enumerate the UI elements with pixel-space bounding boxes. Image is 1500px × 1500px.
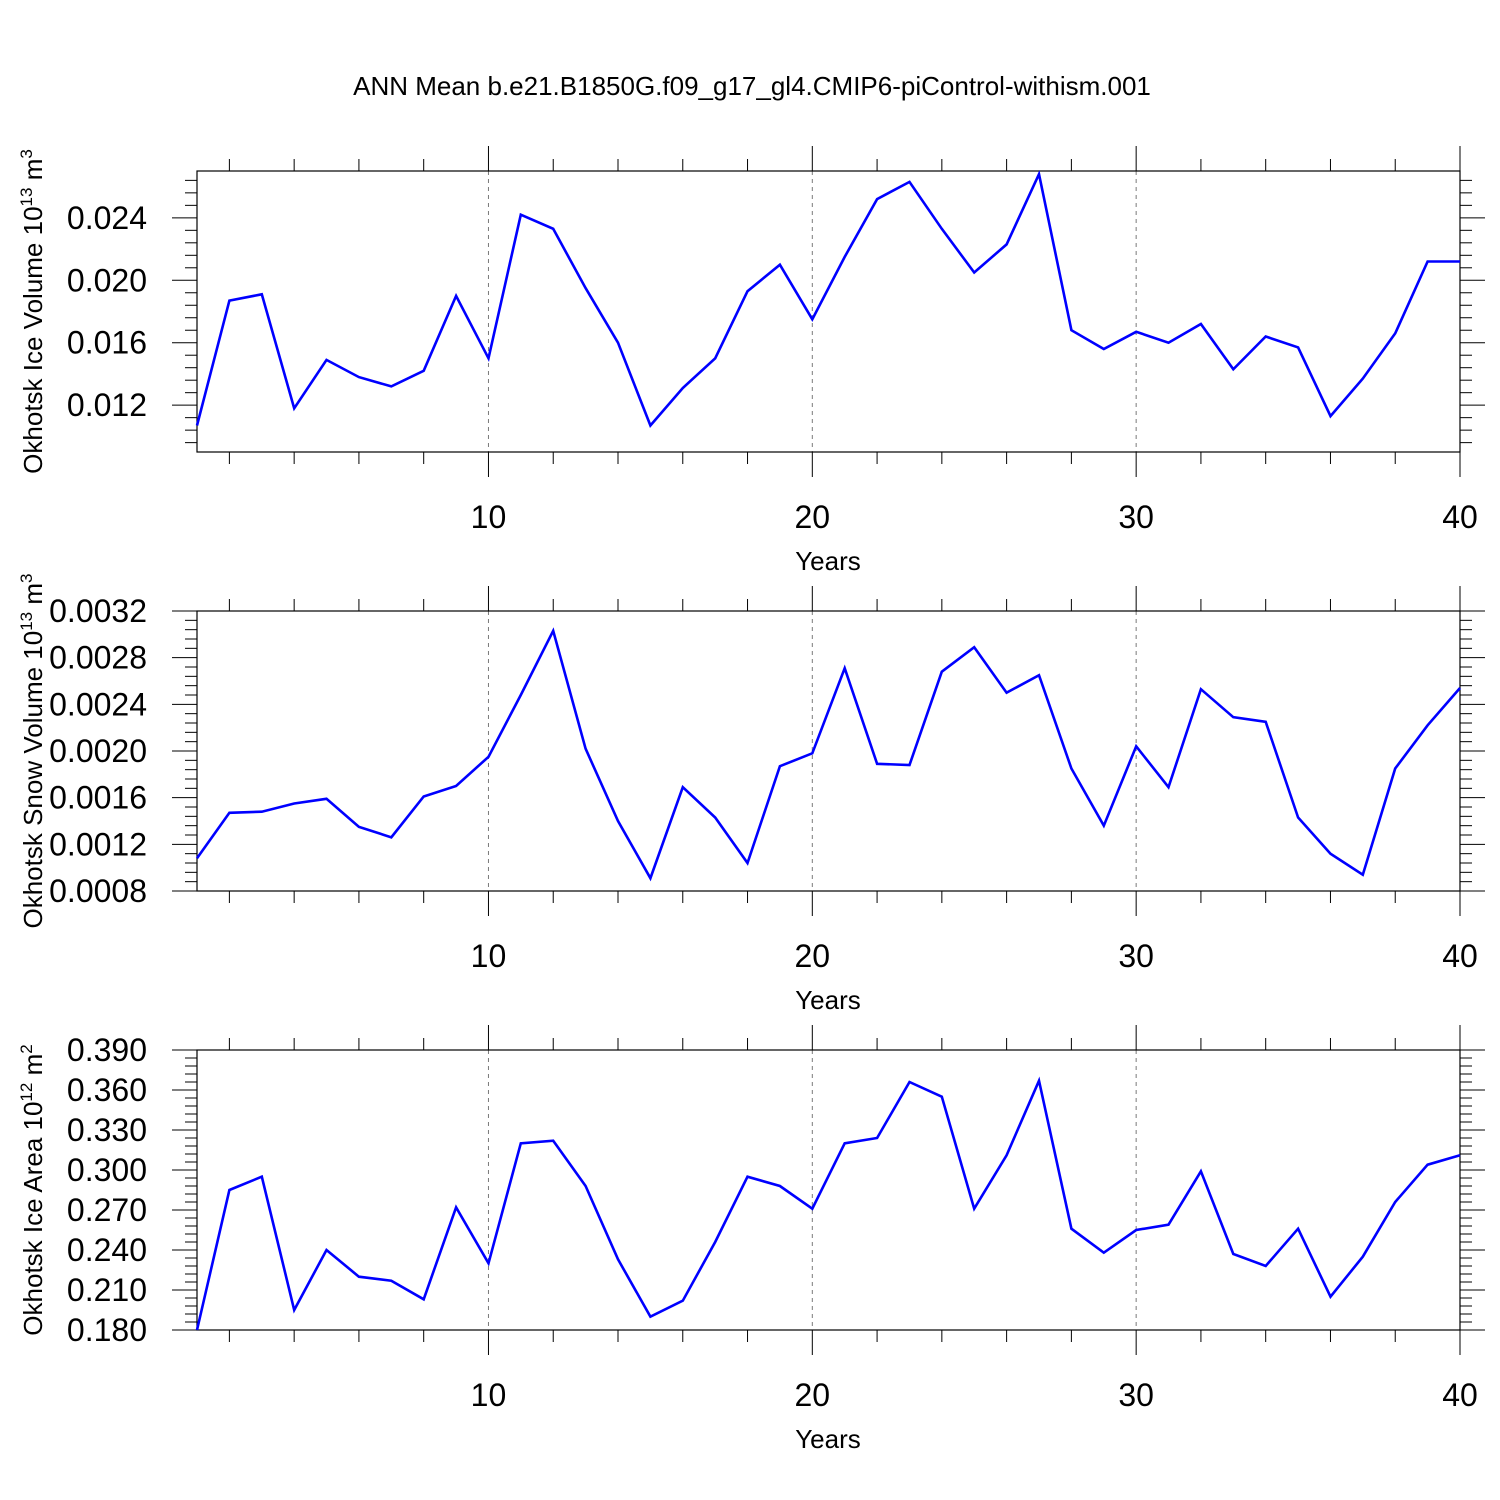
- x-axis-label: Years: [795, 985, 861, 1015]
- y-axis-label: Okhotsk Ice Area 1012 m2: [17, 1044, 48, 1335]
- x-tick-label: 30: [1118, 499, 1154, 535]
- panel-2: 10 20 30 40 Years 0.0008 0.0012 0.0016 0.0020 0.0…: [17, 574, 1485, 1015]
- y-tick-label: 0.360: [67, 1072, 147, 1108]
- x-tick-label: 20: [795, 499, 831, 535]
- x-tick-label: 40: [1442, 1377, 1478, 1413]
- y-tick-label: 0.270: [67, 1192, 147, 1228]
- y-tick-label: 0.024: [67, 200, 147, 236]
- y-tick-label: 0.012: [67, 387, 147, 423]
- y-tick-label: 0.390: [67, 1032, 147, 1068]
- y-tick-label: 0.300: [67, 1152, 147, 1188]
- y-axis-label: Okhotsk Ice Volume 1013 m3: [17, 149, 48, 474]
- x-tick-label: 40: [1442, 499, 1478, 535]
- x-axis-label: Years: [795, 1424, 861, 1454]
- y-tick-label: 0.0012: [49, 826, 147, 862]
- y-tick-label: 0.016: [67, 325, 147, 361]
- x-tick-label: 20: [795, 938, 831, 974]
- series-line-3: [195, 1076, 1461, 1331]
- y-tick-label: 0.0008: [49, 873, 147, 909]
- x-tick-label: 10: [471, 1377, 507, 1413]
- x-tick-label: 30: [1118, 938, 1154, 974]
- plot-frame: [196, 1049, 1461, 1331]
- series-line-2: [195, 627, 1461, 882]
- chart-title: ANN Mean b.e21.B1850G.f09_g17_gl4.CMIP6-…: [353, 71, 1151, 101]
- y-tick-label: 0.0016: [49, 780, 147, 816]
- plot-frame: [196, 170, 1461, 453]
- panels: 10 20 30 40 Years 0.012 0.016 0.020 0.024 Okhotsk…: [17, 146, 1485, 1454]
- x-tick-label: 30: [1118, 1377, 1154, 1413]
- y-tick-label: 0.020: [67, 262, 147, 298]
- y-tick-label: 0.180: [67, 1312, 147, 1348]
- y-axis-label: Okhotsk Snow Volume 1013 m3: [17, 574, 48, 929]
- y-tick-label: 0.0020: [49, 733, 147, 769]
- panel-1: 10 20 30 40 Years 0.012 0.016 0.020 0.024 Okhotsk…: [17, 146, 1485, 576]
- x-axis-label: Years: [795, 546, 861, 576]
- x-tick-label: 20: [795, 1377, 831, 1413]
- y-tick-label: 0.330: [67, 1112, 147, 1148]
- x-tick-label: 10: [471, 499, 507, 535]
- x-tick-label: 10: [471, 938, 507, 974]
- plot-frame: [196, 610, 1461, 892]
- x-tick-label: 40: [1442, 938, 1478, 974]
- y-tick-label: 0.210: [67, 1272, 147, 1308]
- series-line-1: [195, 169, 1460, 428]
- y-tick-label: 0.240: [67, 1232, 147, 1268]
- panel-3: 10 20 30 40 Years 0.180 0.210 0.240 0.270 0.300 0.…: [17, 1025, 1485, 1454]
- y-tick-label: 0.0028: [49, 640, 147, 676]
- y-tick-label: 0.0024: [49, 686, 147, 722]
- y-tick-label: 0.0032: [49, 593, 147, 629]
